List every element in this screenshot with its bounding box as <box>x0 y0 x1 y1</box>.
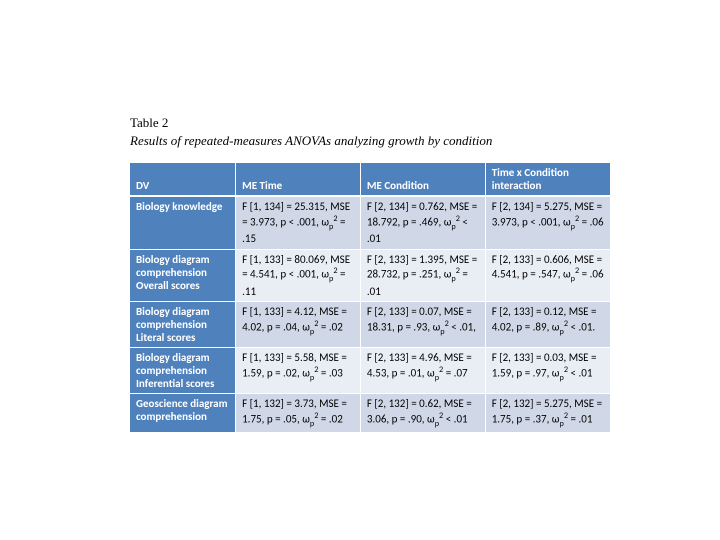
cell-me-time: F [1, 134] = 25.315, MSE = 3.973, p < .0… <box>236 196 361 249</box>
cell-interaction: F [2, 134] = 5.275, MSE = 3.973, p < .00… <box>485 196 610 249</box>
cell-interaction: F [2, 132] = 5.275, MSE = 1.75, p = .37,… <box>485 394 610 433</box>
cell-me-condition: F [2, 132] = 0.62, MSE = 3.06, p = .90, … <box>360 394 485 433</box>
table-title: Results of repeated-measures ANOVAs anal… <box>130 133 610 149</box>
anova-table: DV ME Time ME Condition Time x Condition… <box>130 163 610 433</box>
cell-me-condition: F [2, 133] = 4.96, MSE = 4.53, p = .01, … <box>360 348 485 394</box>
col-me-time: ME Time <box>236 163 361 196</box>
row-label: Biology diagram comprehension Literal sc… <box>130 302 236 348</box>
table-number: Table 2 <box>130 115 610 131</box>
table-body: Biology knowledgeF [1, 134] = 25.315, MS… <box>130 196 610 433</box>
cell-me-condition: F [2, 133] = 0.07, MSE = 18.31, p = .93,… <box>360 302 485 348</box>
cell-me-time: F [1, 132] = 3.73, MSE = 1.75, p = .05, … <box>236 394 361 433</box>
row-label: Biology diagram comprehension Overall sc… <box>130 249 236 302</box>
cell-me-condition: F [2, 134] = 0.762, MSE = 18.792, p = .4… <box>360 196 485 249</box>
col-dv: DV <box>130 163 236 196</box>
slide-content: Table 2 Results of repeated-measures ANO… <box>0 0 720 433</box>
table-row: Biology diagram comprehension Literal sc… <box>130 302 610 348</box>
cell-me-condition: F [2, 133] = 1.395, MSE = 28.732, p = .2… <box>360 249 485 302</box>
cell-me-time: F [1, 133] = 80.069, MSE = 4.541, p < .0… <box>236 249 361 302</box>
row-label: Biology diagram comprehension Inferentia… <box>130 348 236 394</box>
table-header-row: DV ME Time ME Condition Time x Condition… <box>130 163 610 196</box>
row-label: Biology knowledge <box>130 196 236 249</box>
cell-interaction: F [2, 133] = 0.606, MSE = 4.541, p = .54… <box>485 249 610 302</box>
table-row: Geoscience diagram comprehensionF [1, 13… <box>130 394 610 433</box>
table-row: Biology diagram comprehension Inferentia… <box>130 348 610 394</box>
table-row: Biology diagram comprehension Overall sc… <box>130 249 610 302</box>
cell-interaction: F [2, 133] = 0.12, MSE = 4.02, p = .89, … <box>485 302 610 348</box>
cell-me-time: F [1, 133] = 5.58, MSE = 1.59, p = .02, … <box>236 348 361 394</box>
table-row: Biology knowledgeF [1, 134] = 25.315, MS… <box>130 196 610 249</box>
row-label: Geoscience diagram comprehension <box>130 394 236 433</box>
cell-interaction: F [2, 133] = 0.03, MSE = 1.59, p = .97, … <box>485 348 610 394</box>
col-interaction: Time x Condition interaction <box>485 163 610 196</box>
col-me-condition: ME Condition <box>360 163 485 196</box>
cell-me-time: F [1, 133] = 4.12, MSE = 4.02, p = .04, … <box>236 302 361 348</box>
